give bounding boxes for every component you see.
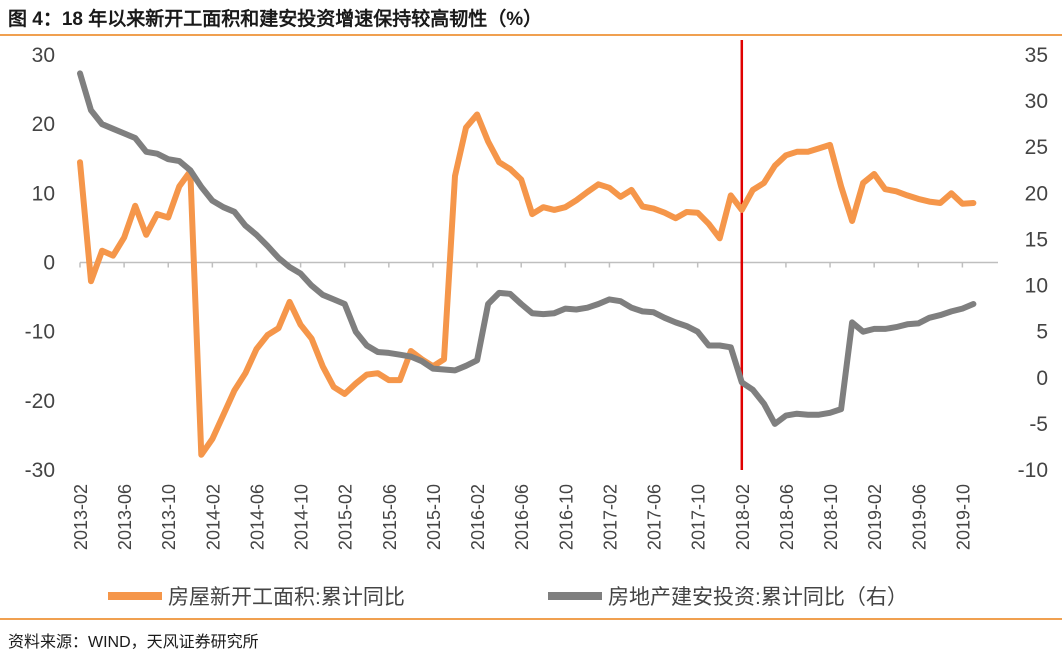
x-tick-label: 2014-10	[292, 484, 312, 550]
y-right-tick-label: 35	[1025, 44, 1048, 67]
top-rule	[0, 34, 1062, 36]
y-right-tick-label: 30	[1025, 90, 1048, 113]
x-tick-label: 2015-02	[336, 484, 356, 550]
x-tick-label: 2017-10	[689, 484, 709, 550]
y-left-tick-label: 10	[32, 182, 55, 205]
legend: 房屋新开工面积:累计同比 房地产建安投资:累计同比（右）	[108, 586, 908, 609]
x-tick-label: 2017-02	[600, 484, 620, 550]
chart-title: 图 4：18 年以来新开工面积和建安投资增速保持较高韧性（%）	[8, 9, 543, 30]
x-tick-label: 2016-10	[556, 484, 576, 550]
y-right-tick-label: 15	[1025, 228, 1048, 251]
x-tick-label: 2019-02	[865, 484, 885, 550]
legend-label-construction-investment: 房地产建安投资:累计同比（右）	[608, 586, 908, 609]
x-tick-label: 2014-02	[203, 484, 223, 550]
y-right-tick-label: -10	[1018, 459, 1048, 482]
y-right-tick-label: 10	[1025, 275, 1048, 298]
y-right-tick-label: -5	[1029, 413, 1048, 436]
x-tick-label: 2016-02	[468, 484, 488, 550]
series-line-construction-investment	[77, 70, 977, 427]
y-right-tick-label: 25	[1025, 136, 1048, 159]
y-right-tick-label: 0	[1036, 367, 1048, 390]
x-tick-label: 2016-06	[512, 484, 532, 550]
x-tick-label: 2013-10	[159, 484, 179, 550]
y-left-tick-label: 0	[43, 252, 55, 275]
x-tick-label: 2018-06	[777, 484, 797, 550]
y-left-tick-label: -10	[25, 321, 55, 344]
y-right-tick-label: 20	[1025, 182, 1048, 205]
x-tick-label: 2014-06	[247, 484, 267, 550]
x-tick-label: 2013-02	[71, 484, 91, 550]
x-tick-label: 2015-10	[424, 484, 444, 550]
bottom-rule	[0, 618, 1062, 620]
y-left-tick-label: 30	[32, 44, 55, 67]
y-left-tick-label: -30	[25, 459, 55, 482]
x-tick-label: 2017-06	[645, 484, 665, 550]
x-tick-label: 2018-02	[733, 484, 753, 550]
series-line-new-starts	[77, 111, 977, 458]
y-right-tick-label: 5	[1036, 321, 1048, 344]
x-tick-label: 2019-06	[909, 484, 929, 550]
x-tick-label: 2015-06	[380, 484, 400, 550]
x-tick-label: 2018-10	[821, 484, 841, 550]
x-tick-label: 2013-06	[115, 484, 135, 550]
x-tick-label: 2019-10	[953, 484, 973, 550]
y-left-tick-label: 20	[32, 113, 55, 136]
legend-label-new-starts: 房屋新开工面积:累计同比	[168, 586, 405, 609]
y-left-tick-label: -20	[25, 390, 55, 413]
source-note: 资料来源：WIND，天风证券研究所	[8, 634, 259, 651]
